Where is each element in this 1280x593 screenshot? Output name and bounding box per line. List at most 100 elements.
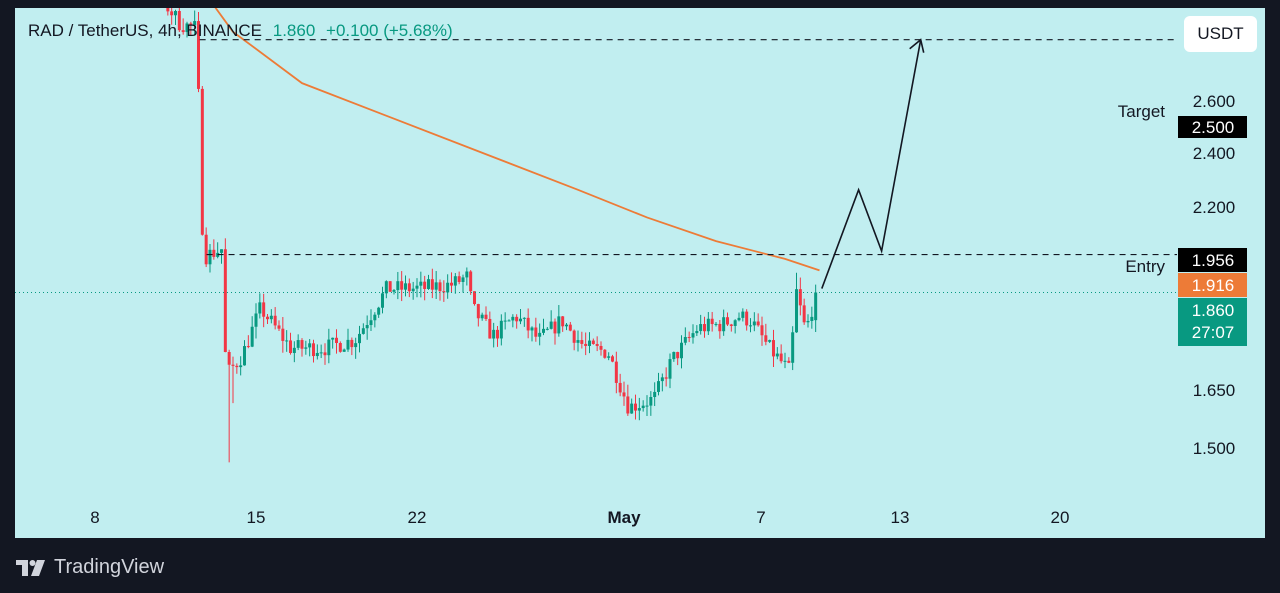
x-tick-label: 22: [408, 508, 427, 527]
candle-body: [603, 349, 607, 358]
candle-body: [561, 316, 565, 327]
price-label-green: 1.860 27:07: [1178, 298, 1247, 346]
candle-body: [335, 337, 338, 344]
x-tick-label: 8: [90, 508, 99, 527]
price-label-black: 1.956: [1178, 248, 1247, 272]
candle-body: [622, 392, 626, 397]
candle-body: [170, 11, 174, 16]
candle-body: [745, 311, 749, 326]
chart-panel[interactable]: Target Entry 2.600 2.400 2.200 1.650 1.500 2.50…: [15, 8, 1265, 538]
candle-body: [611, 356, 614, 362]
candle-body: [687, 337, 691, 339]
candle-body: [358, 333, 361, 344]
candle-body: [576, 340, 580, 343]
y-tick-label: 2.200: [1193, 198, 1236, 217]
candle-body: [584, 343, 588, 346]
candle-body: [434, 282, 438, 290]
candle-body: [530, 327, 534, 331]
candle-body: [400, 281, 404, 290]
candle-body: [772, 340, 775, 357]
candle-body: [737, 317, 741, 321]
candle-body: [591, 340, 595, 344]
candle-body: [189, 23, 193, 26]
candle-body: [338, 343, 342, 352]
candle-body: [545, 328, 549, 330]
candle-body: [480, 314, 484, 319]
candle-body: [618, 382, 622, 393]
candle-body: [465, 271, 469, 278]
candle-body: [350, 339, 354, 348]
candle-body: [756, 321, 760, 326]
x-tick-label: 7: [756, 508, 765, 527]
candle-body: [549, 321, 553, 329]
candle-body: [277, 325, 281, 329]
y-tick-label: 2.600: [1193, 92, 1236, 111]
tradingview-brand: TradingView: [16, 556, 164, 579]
candle-body: [388, 281, 392, 292]
candle-body: [342, 349, 346, 352]
candle-body: [760, 325, 764, 336]
candle-body: [269, 315, 273, 320]
candle-body: [442, 291, 446, 293]
candle-body: [208, 249, 212, 265]
candle-body: [649, 397, 653, 406]
candle-body: [664, 377, 668, 379]
candle-body: [438, 282, 442, 292]
candle-body: [427, 279, 430, 289]
entry-label: Entry: [1125, 257, 1165, 276]
candle-body: [453, 276, 457, 286]
candle-body: [565, 324, 568, 327]
candle-body: [262, 302, 266, 317]
candle-body: [243, 346, 246, 366]
candle-body: [718, 323, 722, 332]
candle-body: [503, 320, 507, 322]
y-tick-label: 1.500: [1193, 439, 1236, 458]
price-label-box: [1178, 273, 1247, 297]
candle-body: [749, 325, 752, 327]
candle-body: [250, 326, 254, 347]
candle-body: [231, 364, 235, 366]
candle-body: [526, 317, 530, 331]
candle-body: [235, 365, 239, 368]
candle-body: [507, 320, 511, 322]
candle-body: [411, 288, 415, 292]
candle-body: [538, 332, 542, 337]
candle-body: [469, 271, 473, 292]
candle-body: [653, 391, 657, 398]
candle-body: [795, 289, 798, 333]
candle-body: [415, 285, 419, 289]
candle-body: [476, 304, 480, 319]
candle-body: [220, 249, 223, 253]
candle-body: [312, 343, 315, 357]
candle-body: [672, 352, 676, 360]
candle-body: [806, 320, 810, 323]
currency-button[interactable]: USDT: [1184, 16, 1257, 52]
candle-body: [361, 328, 365, 334]
candle-body: [200, 88, 204, 235]
candlestick-chart[interactable]: Target Entry 2.600 2.400 2.200 1.650 1.500 2.50…: [15, 8, 1265, 538]
candle-body: [373, 314, 377, 321]
candle-body: [706, 318, 710, 332]
candle-body: [557, 316, 561, 334]
candle-body: [645, 405, 649, 407]
candle-body: [369, 320, 373, 326]
candle-body: [768, 340, 772, 342]
candle-body: [327, 339, 331, 356]
candle-body: [258, 302, 262, 314]
projection-path: [821, 39, 922, 289]
chart-background: [15, 8, 1265, 538]
candle-body: [346, 339, 350, 350]
candle-body: [266, 316, 269, 320]
candle-body: [641, 405, 645, 409]
candle-body: [511, 316, 515, 321]
candle-body: [626, 396, 630, 414]
candle-body: [714, 323, 718, 325]
candle-body: [519, 318, 522, 322]
candle-body: [246, 346, 250, 348]
candle-body: [657, 381, 660, 392]
candle-body: [764, 335, 768, 342]
x-tick-label: 13: [891, 508, 910, 527]
brand-name: TradingView: [54, 556, 165, 578]
price-label-countdown: 27:07: [1192, 323, 1235, 342]
candle-body: [446, 282, 450, 293]
